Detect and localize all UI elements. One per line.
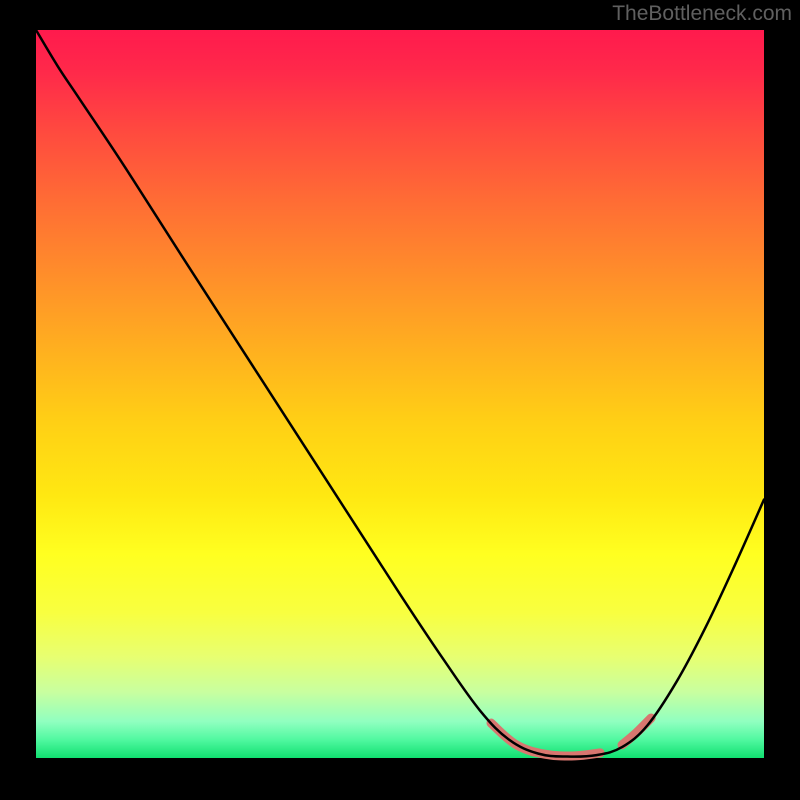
chart-gradient-background — [36, 30, 764, 758]
bottleneck-chart — [0, 0, 800, 800]
watermark-text: TheBottleneck.com — [612, 2, 792, 26]
